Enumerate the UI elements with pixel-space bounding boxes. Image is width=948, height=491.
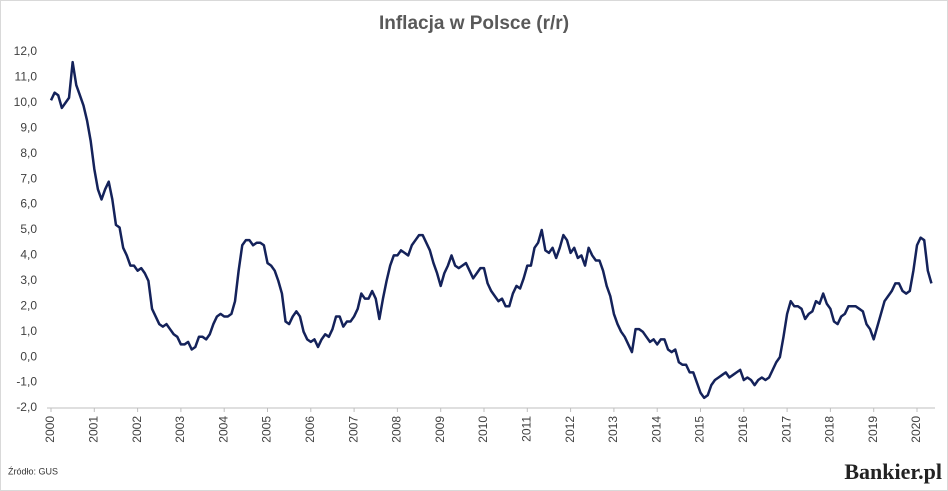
x-tick-label: 2008 <box>390 416 404 443</box>
y-tick-label: 2,0 <box>20 298 37 312</box>
x-tick-label: 2020 <box>909 416 923 443</box>
y-tick-label: -1,0 <box>16 375 37 389</box>
chart-title: Inflacja w Polsce (r/r) <box>379 13 569 34</box>
x-tick-label: 2009 <box>433 416 447 443</box>
y-tick-label: 12,0 <box>14 44 38 58</box>
x-tick-label: 2000 <box>43 416 57 443</box>
source: Źródło: GUS <box>8 466 58 476</box>
x-tick-label: 2004 <box>216 416 230 443</box>
x-tick-label: 2014 <box>649 416 663 443</box>
y-tick-label: 3,0 <box>20 273 37 287</box>
y-tick-label: 0,0 <box>20 349 37 363</box>
x-tick-label: 2001 <box>86 416 100 443</box>
line-series <box>49 60 933 400</box>
x-tick-label: 2017 <box>779 416 793 443</box>
brand-logo: Bankier.pl <box>844 459 942 484</box>
x-tick-label: 2018 <box>823 416 837 443</box>
x-tick-label: 2019 <box>866 416 880 443</box>
y-tick-label: 11,0 <box>15 70 38 84</box>
y-tick-label: 5,0 <box>20 222 37 236</box>
x-tick-label: 2002 <box>130 416 144 443</box>
x-tick-label: 2013 <box>606 416 620 443</box>
y-tick-label: 7,0 <box>20 171 37 185</box>
x-tick-label: 2015 <box>693 416 707 443</box>
x-tick-label: 2006 <box>303 416 317 443</box>
y-tick-label: 8,0 <box>20 146 37 160</box>
y-tick-label: 9,0 <box>20 120 37 134</box>
y-tick-label: 4,0 <box>20 248 37 262</box>
x-tick-label: 2012 <box>563 416 577 443</box>
y-tick-label: -2,0 <box>16 400 37 414</box>
x-tick-label: 2011 <box>519 416 533 442</box>
y-tick-label: 10,0 <box>14 95 38 109</box>
x-tick-label: 2007 <box>346 416 360 443</box>
x-tick-label: 2003 <box>173 416 187 443</box>
y-tick-label: 1,0 <box>20 324 37 338</box>
x-tick-label: 2016 <box>736 416 750 443</box>
x-tick-label: 2005 <box>260 416 274 443</box>
y-tick-label: 6,0 <box>20 197 37 211</box>
x-tick-label: 2010 <box>476 416 490 443</box>
